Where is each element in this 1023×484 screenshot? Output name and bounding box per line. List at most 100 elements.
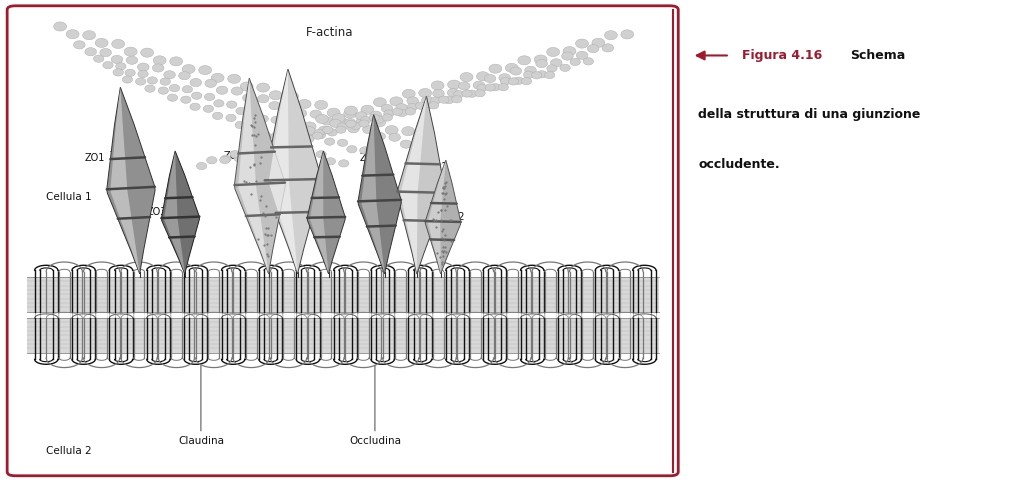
Circle shape [242,150,254,157]
Circle shape [347,146,357,153]
Circle shape [344,119,356,127]
Circle shape [453,91,464,98]
Circle shape [546,47,560,57]
Circle shape [159,87,169,94]
Circle shape [327,129,338,136]
Circle shape [431,81,444,90]
Circle shape [316,151,326,158]
Circle shape [196,163,207,170]
Circle shape [344,109,357,118]
Circle shape [66,30,79,39]
Text: ZO1: ZO1 [295,210,323,229]
Circle shape [182,86,192,93]
Circle shape [338,139,348,147]
Circle shape [304,127,315,135]
Text: Cellula 1: Cellula 1 [46,192,92,201]
Polygon shape [269,69,298,274]
Circle shape [116,63,126,70]
Circle shape [407,104,417,111]
Circle shape [525,66,536,75]
Polygon shape [238,78,269,274]
Text: ZO2: ZO2 [445,206,465,222]
Circle shape [198,65,212,75]
Circle shape [226,114,236,121]
Circle shape [400,140,412,148]
Circle shape [397,109,407,117]
Circle shape [576,51,588,60]
Polygon shape [162,151,199,274]
Circle shape [204,105,214,112]
Circle shape [360,116,370,123]
Circle shape [458,82,471,90]
Circle shape [274,130,287,139]
Circle shape [258,115,268,122]
Circle shape [447,89,459,97]
Circle shape [207,157,217,164]
Circle shape [346,120,356,127]
Circle shape [300,132,310,139]
Circle shape [499,74,510,82]
Circle shape [253,145,263,152]
Circle shape [205,79,217,88]
Circle shape [418,89,432,98]
Circle shape [93,55,104,62]
Circle shape [621,30,633,39]
Circle shape [216,86,228,94]
Circle shape [122,76,133,83]
Circle shape [312,132,323,139]
Circle shape [170,57,182,66]
Text: ZO1: ZO1 [427,153,448,172]
Circle shape [602,44,614,52]
Circle shape [85,47,96,56]
Circle shape [269,102,280,110]
Circle shape [402,127,414,136]
Circle shape [396,104,407,112]
Circle shape [386,125,398,135]
Text: ZO3: ZO3 [223,143,260,161]
Circle shape [153,56,166,65]
Circle shape [290,138,300,145]
Circle shape [407,97,418,105]
Text: F-actina: F-actina [306,26,354,39]
Circle shape [500,77,510,85]
Circle shape [461,90,473,97]
Polygon shape [165,151,185,274]
Circle shape [362,125,374,134]
Circle shape [318,126,330,134]
Circle shape [439,96,449,103]
Circle shape [271,133,281,140]
Circle shape [359,120,369,127]
Circle shape [562,52,573,60]
Circle shape [258,131,271,140]
Circle shape [477,72,489,81]
Circle shape [587,45,599,53]
Circle shape [126,56,138,64]
Circle shape [431,97,441,104]
Circle shape [433,90,444,98]
Circle shape [253,142,264,150]
Circle shape [327,108,340,117]
Circle shape [136,78,146,85]
Circle shape [147,77,158,84]
Circle shape [405,108,415,115]
Circle shape [276,138,286,146]
Circle shape [83,30,95,40]
Circle shape [369,114,380,121]
Circle shape [280,142,291,149]
Circle shape [360,147,370,154]
Circle shape [220,156,230,164]
Circle shape [546,65,558,72]
Polygon shape [234,78,285,274]
Circle shape [372,118,386,127]
Circle shape [321,117,333,125]
Text: ZO3: ZO3 [360,153,381,169]
Circle shape [170,84,180,91]
Text: Cellula 2: Cellula 2 [46,446,92,456]
Circle shape [303,130,313,137]
Circle shape [384,110,394,117]
Circle shape [214,100,224,107]
Circle shape [390,97,403,106]
Polygon shape [428,160,446,274]
Circle shape [168,94,178,101]
Circle shape [514,77,524,84]
